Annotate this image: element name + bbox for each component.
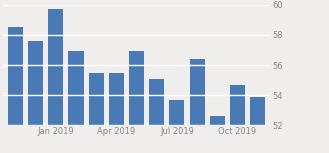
Bar	[48, 9, 63, 125]
Bar	[250, 97, 265, 125]
Bar	[89, 73, 104, 125]
Bar	[68, 51, 84, 125]
Bar	[109, 73, 124, 125]
Bar	[169, 100, 185, 125]
Bar	[129, 51, 144, 125]
Bar	[230, 85, 245, 125]
Bar	[190, 59, 205, 125]
Bar	[8, 27, 23, 125]
Bar	[28, 41, 43, 125]
Bar	[149, 79, 164, 125]
Bar	[210, 116, 225, 125]
